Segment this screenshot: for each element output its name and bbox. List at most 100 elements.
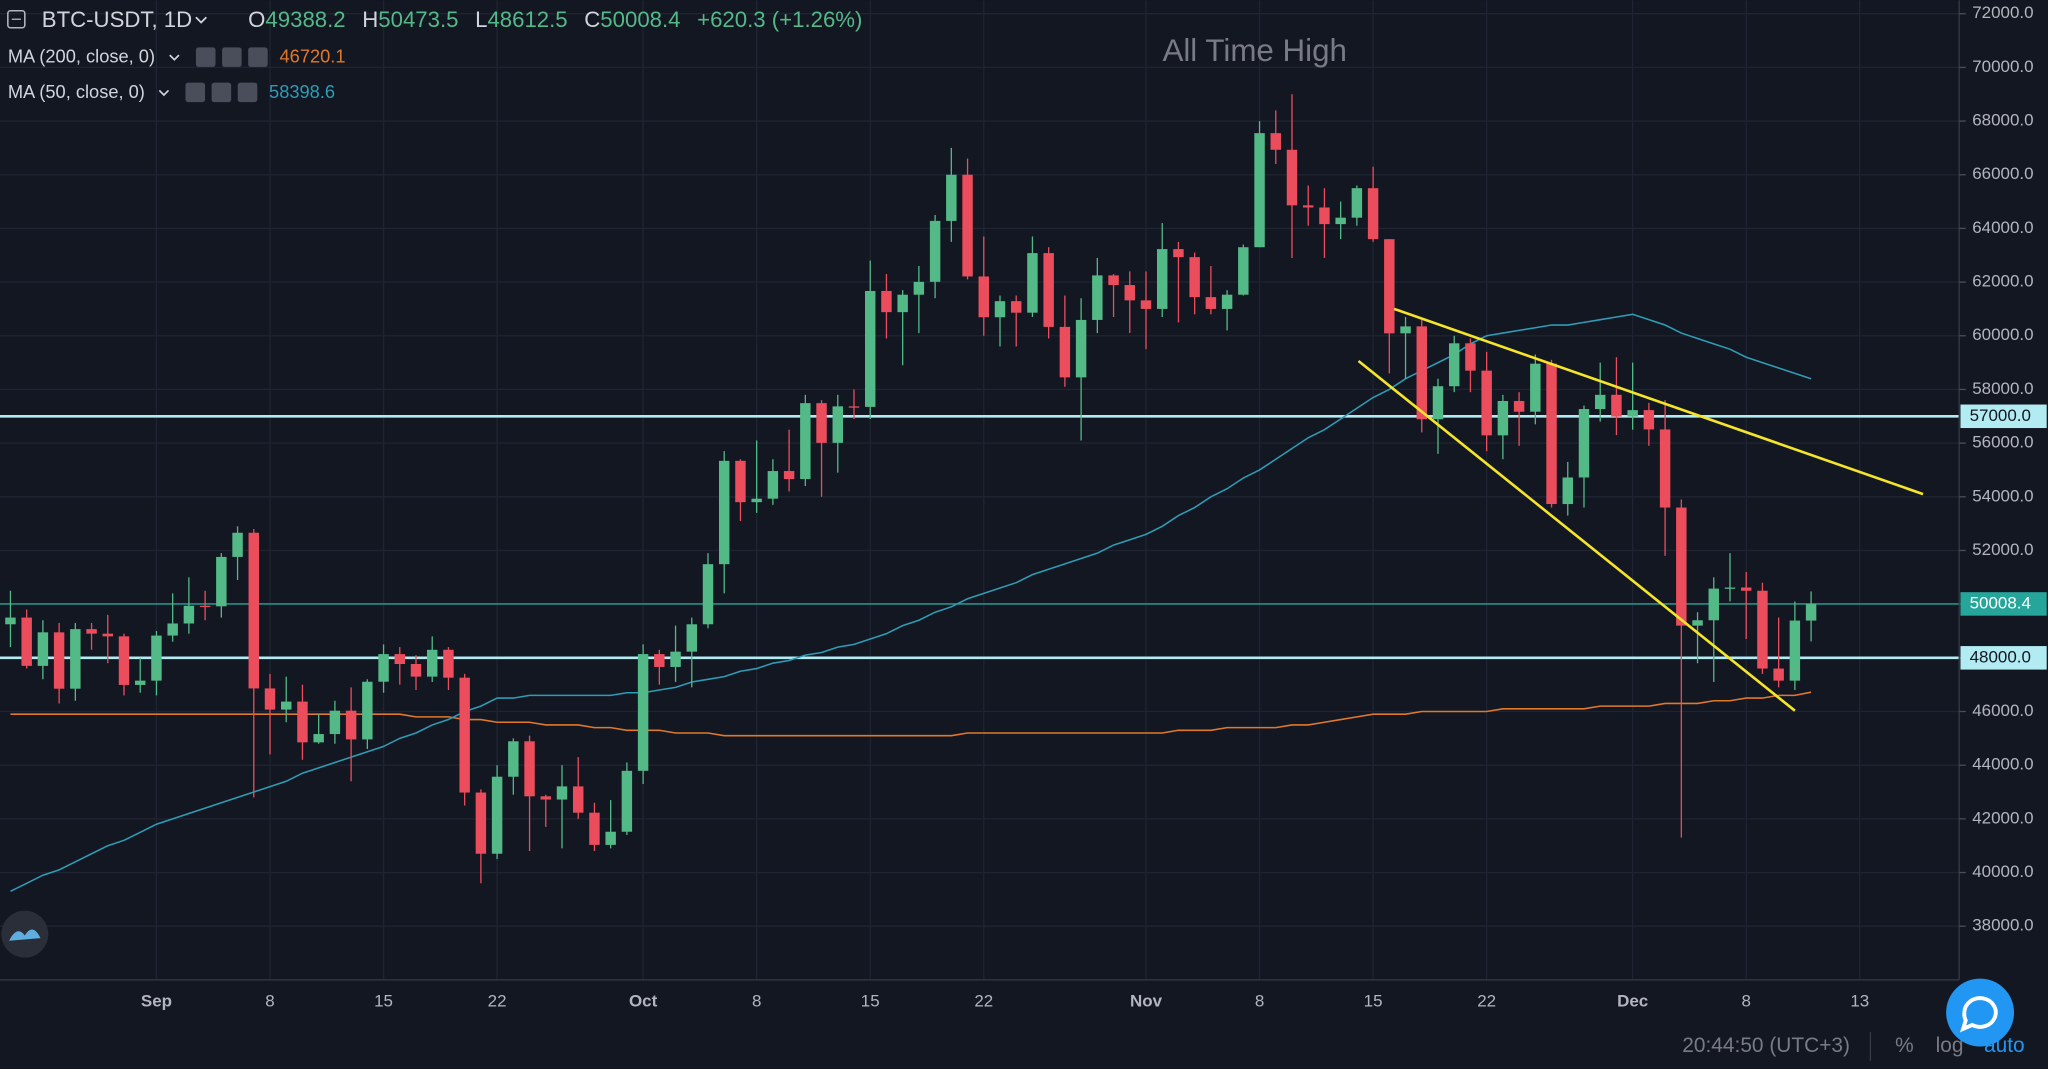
candle-body (345, 710, 357, 740)
ohlc-value: 48612.5 (487, 7, 567, 32)
x-tick-label: 22 (974, 992, 993, 1011)
x-tick-label: 15 (861, 992, 880, 1011)
candle-body (1676, 507, 1687, 626)
candle-body (475, 792, 487, 854)
candle-body (491, 776, 503, 854)
candle-body (1108, 275, 1119, 286)
settings-button[interactable] (211, 82, 232, 103)
y-tick-label: 56000.0 (1972, 433, 2033, 452)
chevron[interactable] (158, 89, 170, 97)
candle-body (329, 710, 341, 735)
candle-body (1789, 620, 1801, 681)
candle-body (1367, 188, 1379, 240)
ma-line (10, 691, 1812, 737)
candle-body (1156, 249, 1168, 309)
log-toggle[interactable]: log (1936, 1034, 1964, 1057)
candle-body (751, 498, 762, 503)
remove-button[interactable] (237, 82, 258, 103)
candle-body (1075, 319, 1087, 378)
candle-body (37, 632, 49, 666)
candle-body (1805, 603, 1817, 621)
candle-body (816, 403, 827, 443)
candle-body (280, 701, 292, 710)
annotation: All Time High (1162, 33, 1347, 68)
candle-body (994, 301, 1006, 318)
logo-circle[interactable] (1, 910, 49, 958)
candle-body (508, 741, 519, 777)
price-label-box (1960, 646, 2047, 670)
y-tick-label: 70000.0 (1972, 57, 2033, 76)
candle-body (1578, 409, 1590, 478)
price-label: 57000.0 (1970, 406, 2031, 425)
eye-button[interactable] (185, 82, 206, 103)
legend-name[interactable]: MA (50, close, 0) (8, 81, 145, 102)
candle-body (848, 406, 860, 408)
candle-body (524, 741, 535, 797)
candle-body (86, 629, 97, 634)
remove-button[interactable] (248, 47, 268, 67)
x-tick-label: 8 (265, 992, 274, 1011)
candle-body (1286, 149, 1298, 206)
eye-button[interactable] (195, 47, 216, 67)
candle-body (199, 605, 211, 608)
settings-button[interactable] (222, 47, 242, 67)
candle-body (670, 651, 681, 667)
y-tick-label: 44000.0 (1972, 755, 2033, 774)
price-label-box (1960, 404, 2047, 429)
legend-value: 46720.1 (280, 46, 346, 67)
ohlc-key: H (362, 7, 378, 32)
axes: 38000.0 40000.0 42000.0 44000.0 46000.0 48000… (141, 3, 2047, 1011)
candle-body (426, 649, 438, 677)
candle-body (167, 623, 178, 636)
candle-body (556, 786, 568, 800)
candle-body (767, 471, 779, 499)
candle-body (978, 276, 989, 318)
candle-body (1173, 249, 1184, 258)
candle-body (1594, 394, 1606, 410)
candle-body (1724, 587, 1736, 589)
ohlc-value: 50473.5 (378, 7, 458, 32)
candle-body (783, 471, 795, 480)
y-tick-label: 58000.0 (1972, 379, 2033, 398)
y-tick-label: 64000.0 (1972, 218, 2033, 237)
candle-body (216, 556, 227, 607)
candle-body (1448, 343, 1460, 387)
candle-body (832, 406, 843, 443)
candle-body (1773, 668, 1784, 681)
candle-body (946, 174, 957, 221)
candle-body (1546, 363, 1557, 505)
candle-body (1189, 257, 1200, 298)
ohlc-key: C (584, 7, 600, 32)
symbol[interactable]: BTC-USDT, 1D (42, 7, 192, 32)
candle-body (1757, 590, 1768, 669)
menu-icon[interactable] (7, 9, 26, 29)
y-tick-label: 72000.0 (1972, 3, 2033, 22)
chat-button[interactable] (1946, 978, 2015, 1047)
ohlc-key: O (248, 7, 265, 32)
candle-body (21, 617, 32, 666)
candle-body (1027, 253, 1038, 313)
candle-body (362, 681, 373, 740)
candle-body (1513, 400, 1525, 412)
candle-body (313, 734, 324, 743)
candle-body (297, 701, 308, 743)
candle-body (1205, 297, 1217, 309)
legend-buttons (195, 47, 268, 67)
legend-buttons (185, 82, 258, 103)
chevron[interactable] (195, 16, 208, 24)
chevron[interactable] (169, 54, 180, 61)
candle-body (1140, 300, 1152, 309)
candle-body (540, 796, 552, 800)
clock: 20:44:50 (UTC+3) (1682, 1034, 1850, 1057)
candle-body (1659, 429, 1671, 508)
legend-name[interactable]: MA (200, close, 0) (8, 46, 155, 67)
y-tick-label: 38000.0 (1972, 916, 2033, 935)
candle-body (183, 605, 195, 624)
candle-body (53, 632, 65, 689)
candle-body (1465, 343, 1476, 371)
y-tick-label: 40000.0 (1972, 862, 2033, 881)
x-tick-label: 22 (1477, 992, 1496, 1011)
percent-toggle[interactable]: % (1895, 1034, 1914, 1057)
candle-body (410, 664, 422, 677)
